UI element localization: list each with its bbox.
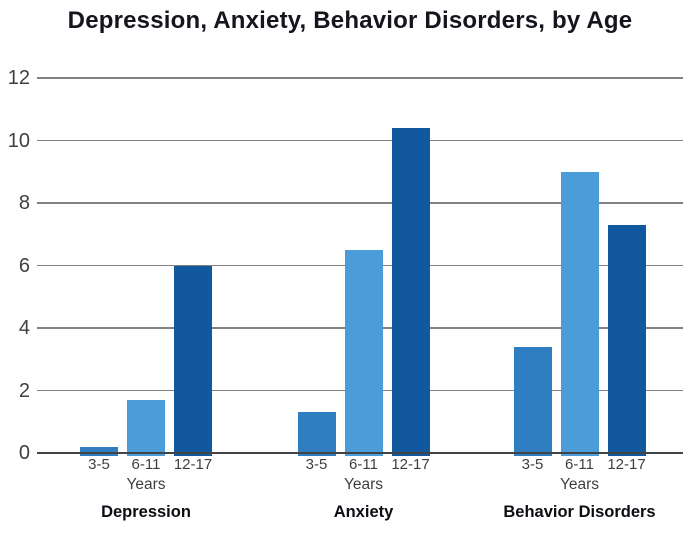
y-tick-label-6: 6 — [18, 254, 30, 277]
years-label-depression: Years — [126, 476, 166, 493]
group-label-behavior-disorders: Behavior Disorders — [503, 503, 656, 521]
y-tick-label-2: 2 — [18, 379, 30, 402]
bar-anxiety-6-11 — [344, 249, 383, 456]
gridline-12 — [37, 77, 683, 79]
chart-title: Depression, Anxiety, Behavior Disorders,… — [67, 7, 633, 34]
x-tick-label-behavior-disorders-6-11: 6-11 — [565, 456, 594, 473]
y-tick-label-8: 8 — [18, 192, 30, 214]
bar-behavior-disorders-12-17 — [607, 224, 646, 456]
bar-depression-12-17 — [174, 265, 212, 456]
y-tick-label-0: 0 — [18, 442, 30, 464]
bar-depression-6-11 — [127, 399, 165, 456]
y-tick-label-4: 4 — [18, 317, 30, 339]
y-tick-label-12: 12 — [7, 67, 30, 89]
gridline-10 — [37, 139, 683, 142]
x-axis-baseline — [37, 451, 683, 455]
x-tick-label-depression-6-11: 6-11 — [131, 456, 161, 473]
y-tick-label-10: 10 — [7, 129, 30, 152]
x-tick-label-anxiety-3-5: 3-5 — [305, 456, 328, 473]
bar-behavior-disorders-6-11 — [560, 171, 599, 456]
group-label-anxiety: Anxiety — [333, 503, 394, 521]
bar-anxiety-3-5 — [297, 412, 336, 456]
x-tick-label-depression-3-5: 3-5 — [88, 456, 110, 473]
x-tick-label-behavior-disorders-3-5: 3-5 — [521, 456, 544, 473]
years-label-behavior-disorders: Years — [559, 476, 600, 493]
x-tick-label-anxiety-6-11: 6-11 — [349, 456, 378, 473]
gridline-8 — [37, 202, 683, 204]
group-label-depression: Depression — [101, 503, 191, 521]
bar-depression-3-5 — [80, 446, 118, 456]
years-label-anxiety: Years — [343, 476, 384, 493]
x-tick-label-behavior-disorders-12-17: 12-17 — [607, 456, 646, 473]
x-tick-label-anxiety-12-17: 12-17 — [391, 456, 430, 473]
bar-behavior-disorders-3-5 — [513, 346, 552, 456]
x-tick-label-depression-12-17: 12-17 — [173, 456, 213, 473]
bar-anxiety-12-17 — [391, 128, 430, 456]
